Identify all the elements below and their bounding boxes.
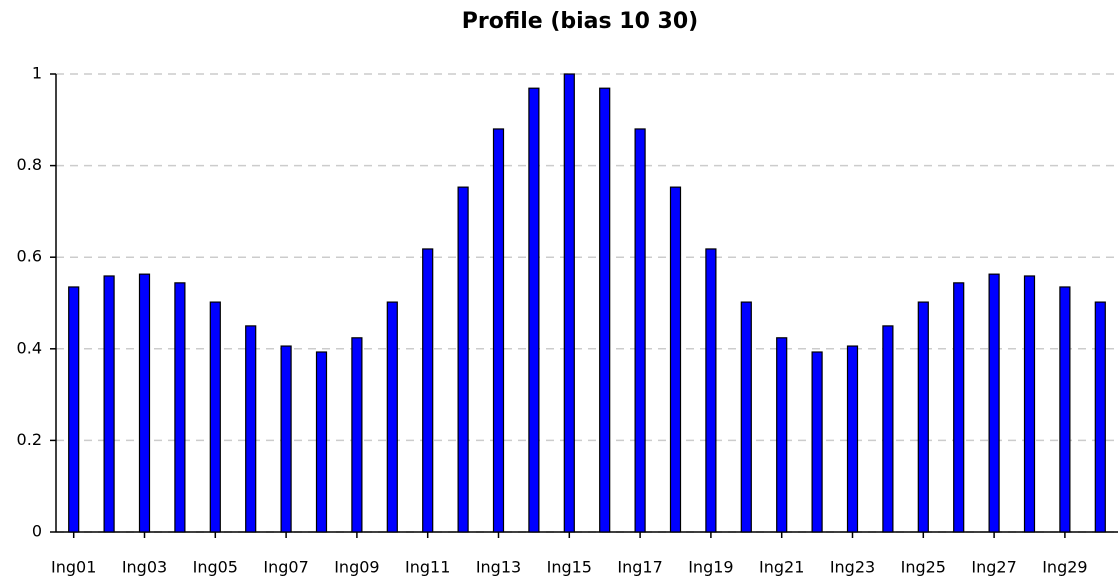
- bar: [740, 301, 752, 533]
- x-tick-label: Ing25: [901, 558, 946, 577]
- bar: [209, 301, 221, 533]
- y-tick-label: 0.4: [17, 338, 42, 357]
- x-tick-label: Ing11: [405, 558, 450, 577]
- bar: [634, 128, 646, 533]
- x-tick-label: Ing19: [688, 558, 733, 577]
- bar: [103, 275, 115, 533]
- x-tick-label: Ing03: [122, 558, 167, 577]
- bar: [245, 325, 257, 533]
- x-tick-label: Ing15: [547, 558, 592, 577]
- x-tick-label: Ing01: [51, 558, 96, 577]
- bar: [492, 128, 505, 533]
- bar: [351, 337, 363, 533]
- bar: [846, 345, 859, 533]
- bar: [953, 282, 965, 533]
- bar: [988, 273, 1000, 533]
- x-tick-label: Ing23: [830, 558, 875, 577]
- x-tick-label: Ing21: [759, 558, 804, 577]
- bar: [68, 286, 80, 533]
- y-tick-label: 1: [32, 64, 42, 83]
- bar: [1059, 286, 1071, 533]
- bar: [882, 325, 894, 533]
- bar: [280, 345, 292, 533]
- bar: [138, 273, 151, 533]
- x-tick-label: Ing13: [476, 558, 521, 577]
- bar: [1023, 275, 1036, 533]
- bar: [422, 248, 434, 533]
- y-tick-label: 0: [32, 522, 42, 541]
- bar: [457, 186, 469, 533]
- bar: [917, 301, 929, 533]
- bar: [811, 351, 823, 533]
- bar: [386, 301, 398, 533]
- y-tick-label: 0.8: [17, 155, 42, 174]
- y-tick-label: 0.2: [17, 430, 42, 449]
- bar: [776, 337, 788, 533]
- y-tick-label: 0.6: [17, 247, 42, 266]
- x-tick-label: Ing29: [1042, 558, 1087, 577]
- bar: [174, 282, 186, 533]
- bar: [705, 248, 717, 533]
- x-tick-label: Ing27: [971, 558, 1016, 577]
- x-tick-label: Ing07: [263, 558, 308, 577]
- chart-title: Profile (bias 10 30): [462, 9, 698, 34]
- x-tick-label: Ing09: [334, 558, 379, 577]
- bar: [669, 186, 682, 533]
- bar: [315, 351, 328, 533]
- bar: [599, 87, 611, 533]
- bar: [563, 73, 575, 533]
- bar: [528, 87, 540, 533]
- x-tick-label: Ing05: [193, 558, 238, 577]
- bar: [1094, 301, 1106, 533]
- x-tick-label: Ing17: [617, 558, 662, 577]
